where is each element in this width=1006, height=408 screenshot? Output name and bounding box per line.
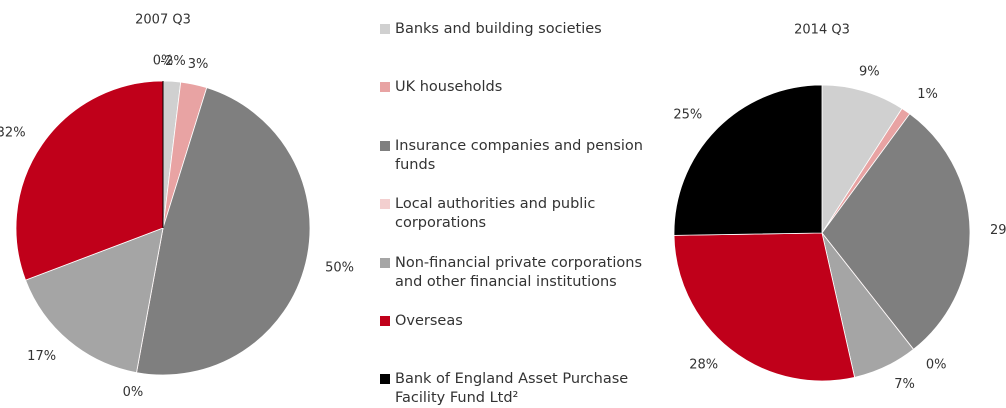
- chart-title: 2007 Q3: [135, 13, 191, 28]
- legend-swatch: [380, 24, 390, 34]
- data-label: 0%: [153, 54, 174, 69]
- legend-item: Local authorities and public corporation…: [380, 195, 660, 233]
- chart-title: 2014 Q3: [794, 23, 850, 38]
- legend-item: UK households: [380, 78, 660, 97]
- legend-item: Overseas: [380, 312, 660, 331]
- legend-swatch: [380, 82, 390, 92]
- legend-swatch: [380, 199, 390, 209]
- legend-item: Non-financial private corporations and o…: [380, 254, 660, 292]
- pie-slice: [821, 113, 971, 350]
- pie-slice: [136, 87, 311, 376]
- legend-label: Overseas: [395, 313, 463, 329]
- data-label: 7%: [894, 377, 915, 392]
- pie-slice: [673, 84, 823, 236]
- legend-label: Local authorities and public corporation…: [395, 196, 596, 231]
- legend-label: Bank of England Asset Purchase Facility …: [395, 371, 629, 406]
- legend-item: Insurance companies and pension funds: [380, 137, 660, 175]
- data-label: 25%: [673, 108, 702, 123]
- legend-label: Insurance companies and pension funds: [395, 138, 643, 173]
- pie-slice: [15, 80, 164, 281]
- data-label: 29%: [990, 223, 1006, 238]
- data-label: 1%: [917, 87, 938, 102]
- legend-swatch: [380, 258, 390, 268]
- data-label: -2%: [160, 54, 185, 69]
- legend-swatch: [380, 316, 390, 326]
- legend-swatch: [380, 141, 390, 151]
- legend-label: Banks and building societies: [395, 21, 602, 37]
- pie-slice: [673, 232, 856, 382]
- legend-label: UK households: [395, 79, 503, 95]
- data-label: 28%: [689, 358, 718, 373]
- data-label: 9%: [859, 64, 880, 79]
- data-label: 0%: [123, 385, 144, 400]
- data-label: 3%: [188, 57, 209, 72]
- data-label: 17%: [27, 349, 56, 364]
- legend-item: Banks and building societies: [380, 20, 660, 39]
- legend-item: Bank of England Asset Purchase Facility …: [380, 370, 660, 408]
- data-label: 32%: [0, 126, 26, 141]
- data-label: 0%: [926, 358, 947, 373]
- data-label: 50%: [325, 260, 354, 275]
- pie-slice: [25, 227, 164, 374]
- pie-slice: [821, 84, 903, 235]
- legend-label: Non-financial private corporations and o…: [395, 255, 642, 290]
- legend-swatch: [380, 374, 390, 384]
